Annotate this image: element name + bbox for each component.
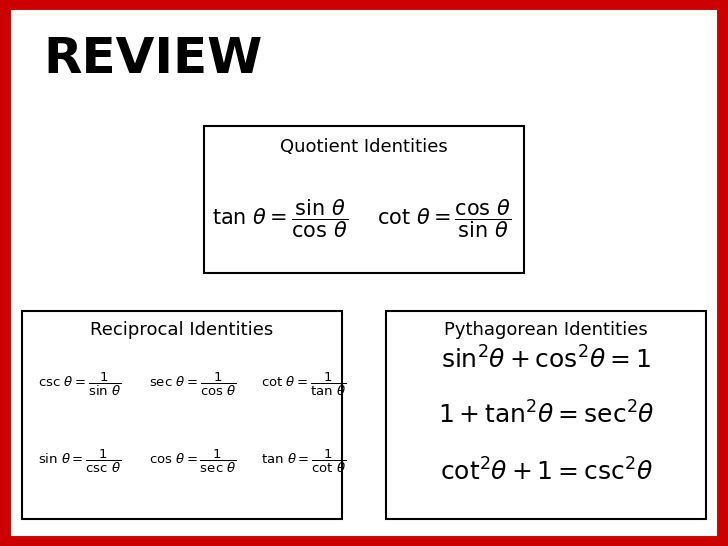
Text: $\sin\,\theta = \dfrac{1}{\csc\,\theta}$: $\sin\,\theta = \dfrac{1}{\csc\,\theta}$ [38, 448, 122, 475]
FancyBboxPatch shape [386, 311, 706, 519]
Text: $\cot\,\theta = \dfrac{1}{\tan\,\theta}$: $\cot\,\theta = \dfrac{1}{\tan\,\theta}$ [261, 371, 346, 399]
Text: $\sin^2\!\theta + \cos^2\!\theta = 1$: $\sin^2\!\theta + \cos^2\!\theta = 1$ [441, 347, 651, 374]
Text: Quotient Identities: Quotient Identities [280, 138, 448, 156]
FancyBboxPatch shape [204, 126, 524, 273]
Text: REVIEW: REVIEW [44, 35, 263, 84]
Text: Pythagorean Identities: Pythagorean Identities [444, 321, 648, 339]
Text: $\cot^2\!\theta + 1 = \csc^2\!\theta$: $\cot^2\!\theta + 1 = \csc^2\!\theta$ [440, 459, 652, 486]
Text: $\sec\,\theta = \dfrac{1}{\cos\,\theta}$: $\sec\,\theta = \dfrac{1}{\cos\,\theta}$ [149, 371, 237, 399]
Text: $\csc\,\theta = \dfrac{1}{\sin\,\theta}$: $\csc\,\theta = \dfrac{1}{\sin\,\theta}$ [38, 371, 122, 399]
Text: Reciprocal Identities: Reciprocal Identities [90, 321, 274, 339]
FancyBboxPatch shape [22, 311, 342, 519]
Text: $\tan\,\theta = \dfrac{\sin\,\theta}{\cos\,\theta}$: $\tan\,\theta = \dfrac{\sin\,\theta}{\co… [213, 197, 348, 240]
Text: $1 + \tan^2\!\theta = \sec^2\!\theta$: $1 + \tan^2\!\theta = \sec^2\!\theta$ [438, 401, 654, 429]
Text: $\tan\,\theta = \dfrac{1}{\cot\,\theta}$: $\tan\,\theta = \dfrac{1}{\cot\,\theta}$ [261, 448, 346, 475]
Text: $\cos\,\theta = \dfrac{1}{\sec\,\theta}$: $\cos\,\theta = \dfrac{1}{\sec\,\theta}$ [149, 448, 237, 475]
FancyBboxPatch shape [4, 3, 724, 543]
Text: $\cot\,\theta = \dfrac{\cos\,\theta}{\sin\,\theta}$: $\cot\,\theta = \dfrac{\cos\,\theta}{\si… [377, 197, 511, 240]
